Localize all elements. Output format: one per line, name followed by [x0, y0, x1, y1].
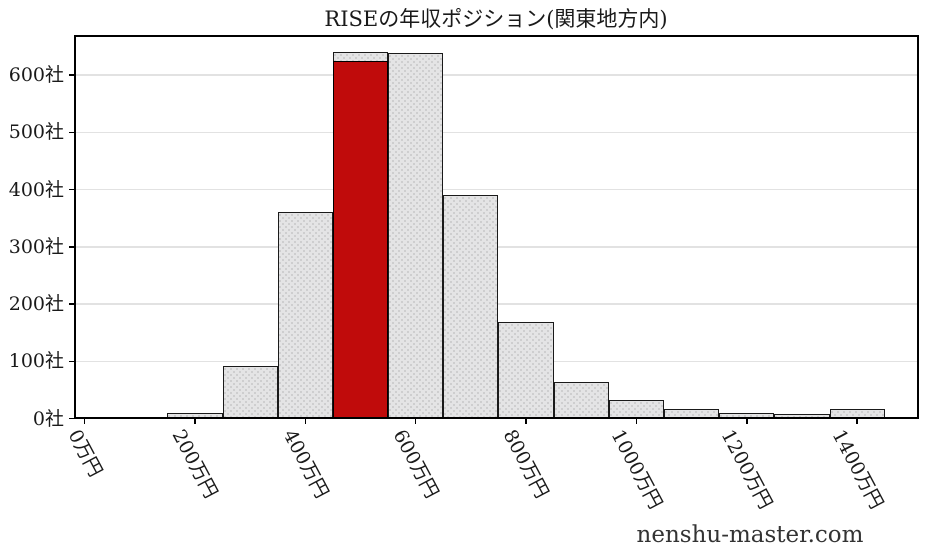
y-tick-300 [68, 246, 74, 248]
x-tick-label: 1000万円 [606, 425, 667, 513]
bar-1300 [774, 413, 830, 419]
bar-200 [167, 412, 223, 419]
bar-800 [498, 322, 554, 419]
y-tick-100 [68, 360, 74, 362]
x-tick-1400 [856, 418, 858, 424]
bar-1200 [719, 412, 775, 419]
gridline-500 [73, 131, 919, 134]
x-tick-400 [304, 418, 307, 424]
y-tick-label: 300社 [8, 235, 64, 258]
x-tick-label: 1400万円 [827, 425, 888, 513]
bar-400 [277, 212, 333, 419]
y-tick-label: 200社 [8, 293, 64, 316]
bar-900 [553, 382, 609, 419]
x-tick-label: 800万円 [498, 425, 554, 502]
x-tick-600 [414, 418, 417, 424]
x-tick-1200 [746, 418, 748, 424]
gridline-600 [73, 74, 919, 76]
x-tick-label: 200万円 [167, 425, 223, 502]
x-tick-800 [525, 418, 527, 424]
x-tick-label: 400万円 [278, 425, 333, 502]
x-tick-1000 [635, 418, 638, 424]
bar-1400 [829, 409, 885, 419]
bar-1000 [608, 399, 665, 419]
bar-1100 [664, 408, 720, 419]
bar-100 [112, 416, 168, 419]
y-tick-label: 500社 [8, 121, 64, 144]
y-tick-200 [68, 303, 74, 305]
x-tick-label: 0万円 [63, 425, 107, 481]
highlight-bar [332, 61, 389, 419]
bar-300 [222, 365, 278, 419]
y-tick-500 [68, 131, 74, 134]
y-tick-label: 100社 [8, 350, 64, 373]
x-tick-label: 600万円 [388, 425, 443, 502]
x-tick-200 [194, 418, 196, 424]
plot-area [73, 35, 919, 419]
gridline-400 [73, 188, 919, 191]
y-tick-400 [68, 188, 74, 191]
watermark: nenshu-master.com [636, 522, 864, 548]
y-tick-600 [68, 74, 74, 76]
y-tick-0 [68, 417, 74, 420]
x-tick-0 [83, 418, 86, 424]
y-tick-label: 600社 [8, 64, 64, 87]
bar-700 [443, 194, 499, 419]
y-tick-label: 0社 [32, 407, 64, 430]
y-tick-label: 400社 [8, 178, 64, 201]
x-tick-label: 1200万円 [716, 425, 777, 513]
bar-600 [388, 53, 444, 419]
chart-title: RISEの年収ポジション(関東地方内) [324, 7, 668, 31]
